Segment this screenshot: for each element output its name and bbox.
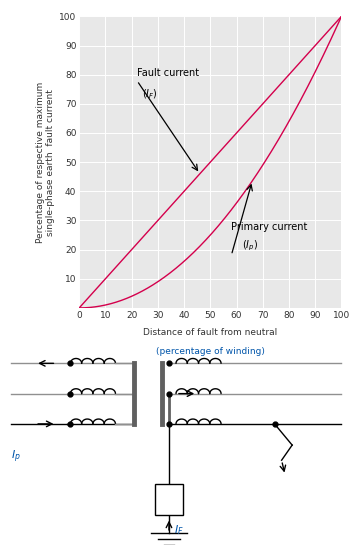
Text: $(I_F)$: $(I_F)$: [142, 87, 158, 101]
Text: Distance of fault from neutral: Distance of fault from neutral: [143, 328, 277, 337]
Text: $I_F$: $I_F$: [174, 523, 184, 537]
Text: Fault current: Fault current: [137, 68, 199, 77]
Text: Primary current: Primary current: [231, 222, 308, 232]
Y-axis label: Percentage of respective maximum
single-phase earth  fault current: Percentage of respective maximum single-…: [36, 82, 55, 243]
Bar: [155, 485, 183, 514]
Text: $I_p$: $I_p$: [11, 448, 20, 464]
Text: $(I_p)$: $(I_p)$: [242, 238, 258, 252]
Text: (percentage of winding): (percentage of winding): [156, 347, 265, 356]
